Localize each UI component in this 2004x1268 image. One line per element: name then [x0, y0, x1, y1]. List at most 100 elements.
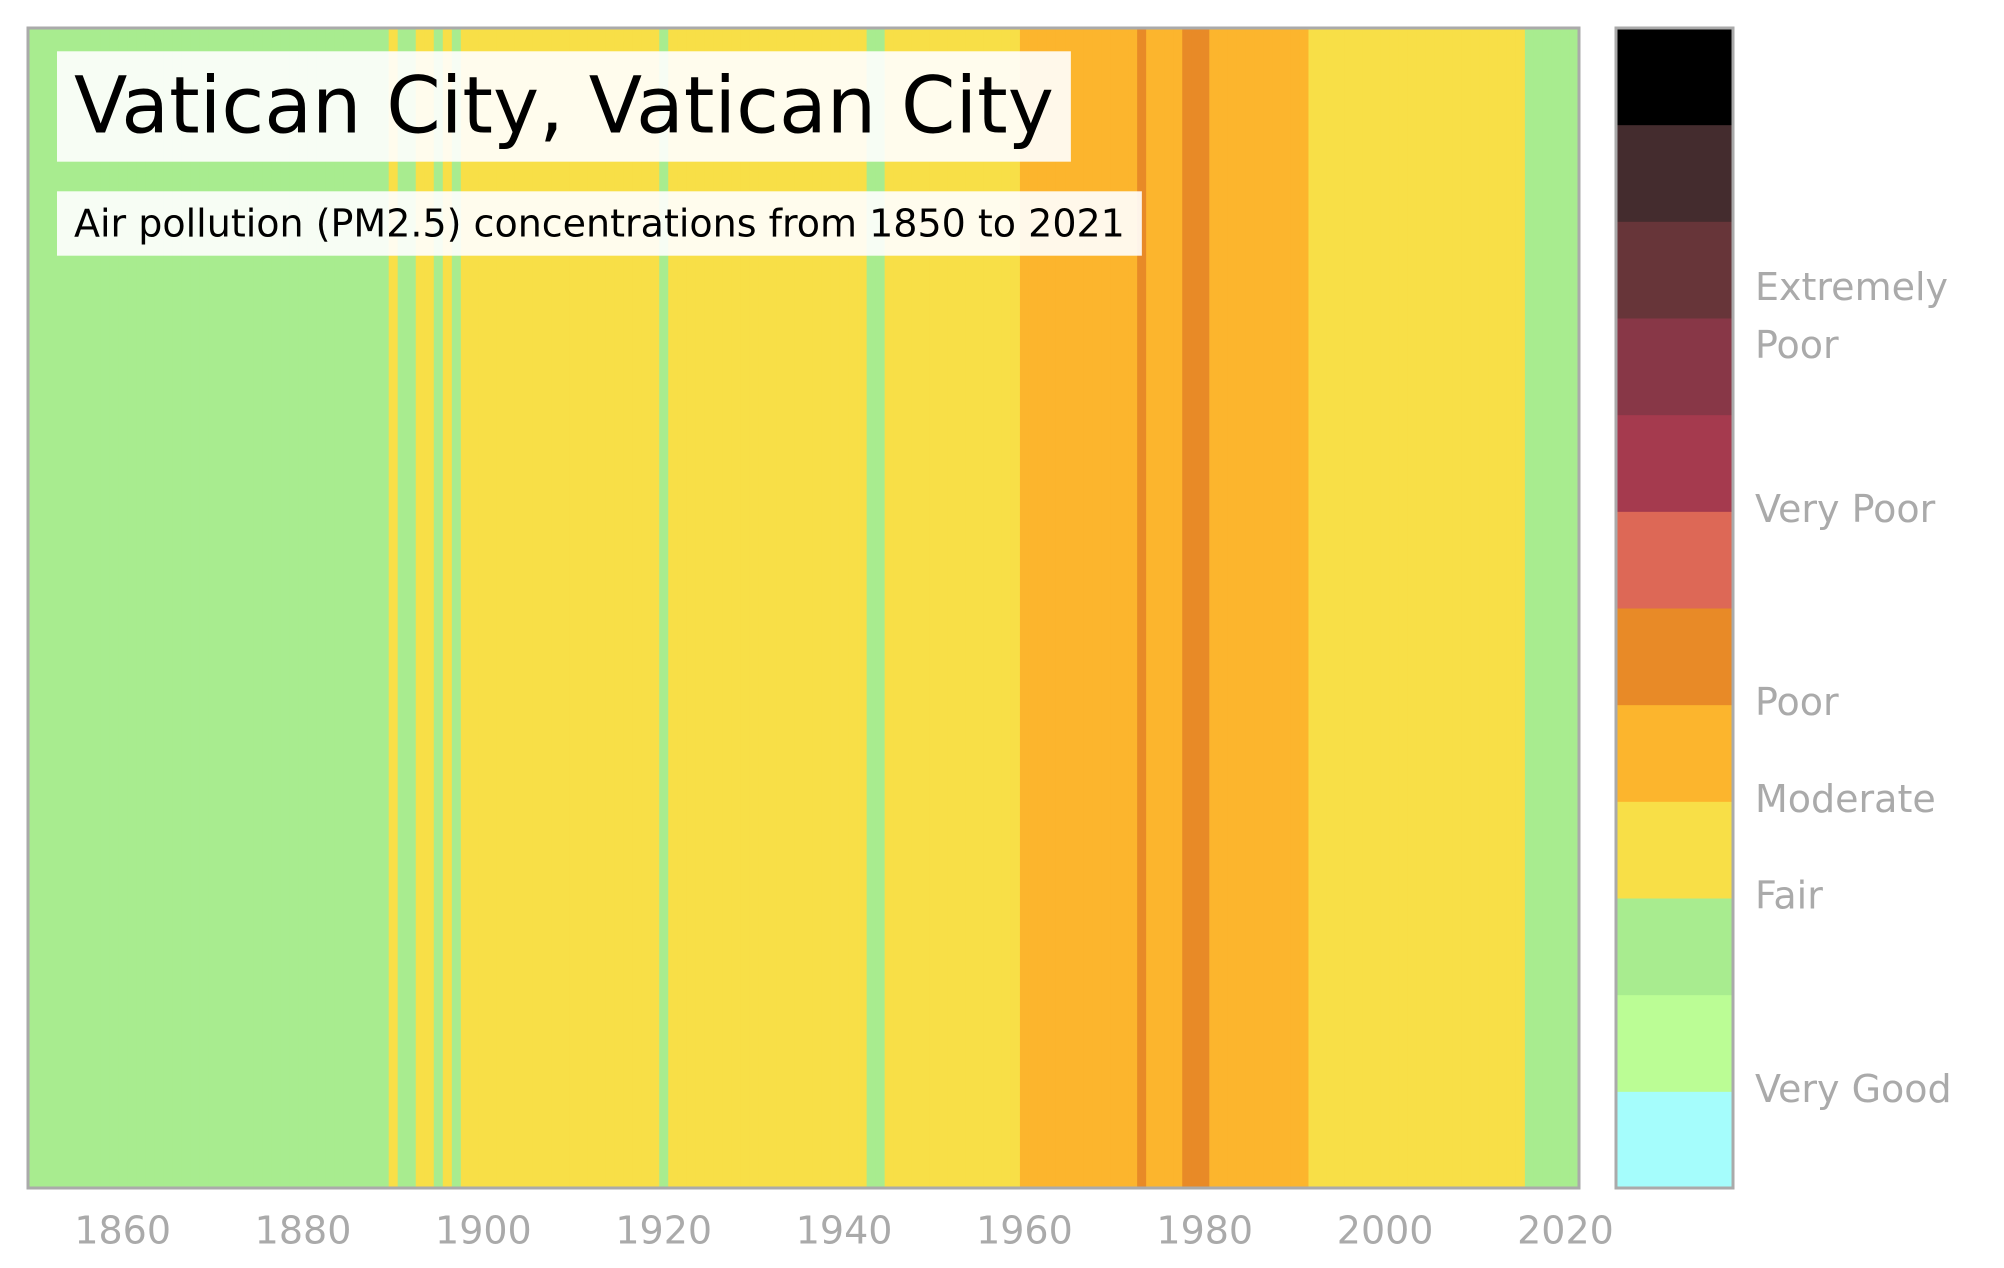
stripe [848, 28, 859, 1188]
stripe [920, 28, 931, 1188]
stripe [1560, 28, 1571, 1188]
stripe [496, 28, 507, 1188]
stripe [1209, 28, 1219, 1188]
stripe [379, 28, 390, 1188]
stripe [1164, 28, 1174, 1188]
stripe [91, 28, 101, 1188]
x-tick-label: 1860 [74, 1209, 171, 1253]
colorbar-segment [1616, 28, 1733, 126]
stripe [1074, 28, 1084, 1188]
stripe [794, 28, 805, 1188]
stripe [1010, 28, 1021, 1188]
stripe [1434, 28, 1445, 1188]
stripe [1200, 28, 1210, 1188]
stripe [208, 28, 218, 1188]
stripe [1344, 28, 1355, 1188]
chart-subtitle: Air pollution (PM2.5) concentrations fro… [74, 202, 1125, 246]
stripe [226, 28, 237, 1188]
stripe [623, 28, 633, 1188]
x-tick-label: 2000 [1337, 1209, 1434, 1253]
colorbar-segment [1616, 801, 1733, 899]
stripe [1146, 28, 1156, 1188]
stripe [1191, 28, 1201, 1188]
stripe [1506, 28, 1517, 1188]
stripe [406, 28, 417, 1188]
stripe [307, 28, 318, 1188]
stripe [271, 28, 282, 1188]
stripe [1407, 28, 1418, 1188]
stripe [514, 28, 525, 1188]
stripe [1353, 28, 1364, 1188]
stripe [1263, 28, 1274, 1188]
stripe [1019, 28, 1030, 1188]
stripe [1425, 28, 1436, 1188]
stripe [280, 28, 291, 1188]
stripe [1281, 28, 1292, 1188]
stripe [343, 28, 354, 1188]
stripe [433, 28, 444, 1188]
stripe [361, 28, 372, 1188]
stripe [505, 28, 516, 1188]
stripe [469, 28, 480, 1188]
stripe [1488, 28, 1499, 1188]
stripe [695, 28, 705, 1188]
colorbar-tick-label: Very Poor [1755, 487, 1936, 531]
stripe [442, 28, 453, 1188]
stripe [1083, 28, 1093, 1188]
stripe [1299, 28, 1310, 1188]
stripe [1173, 28, 1183, 1188]
stripe [614, 28, 624, 1188]
stripe [478, 28, 489, 1188]
stripe [388, 28, 399, 1188]
stripe [181, 28, 191, 1188]
stripe [1443, 28, 1454, 1188]
stripe [1055, 28, 1066, 1188]
stripe [217, 28, 227, 1188]
stripe [812, 28, 823, 1188]
stripe [262, 28, 273, 1188]
stripe [1155, 28, 1165, 1188]
stripe [965, 28, 976, 1188]
x-tick-label: 1900 [435, 1209, 532, 1253]
stripe [172, 28, 182, 1188]
stripe [704, 28, 714, 1188]
stripe [55, 28, 65, 1188]
stripe [397, 28, 408, 1188]
stripe [668, 28, 678, 1188]
stripe [1227, 28, 1237, 1188]
stripe [1290, 28, 1301, 1188]
stripe [1416, 28, 1427, 1188]
stripe [1028, 28, 1039, 1188]
stripe [677, 28, 687, 1188]
stripe [713, 28, 723, 1188]
stripe [37, 28, 47, 1188]
stripe [1137, 28, 1147, 1188]
stripe [289, 28, 300, 1188]
stripe [1533, 28, 1544, 1188]
stripe [64, 28, 74, 1188]
x-tick-label: 1880 [255, 1209, 352, 1253]
stripe [334, 28, 345, 1188]
stripe [1308, 28, 1319, 1188]
stripe [1128, 28, 1138, 1188]
colorbar-segment [1616, 608, 1733, 706]
stripe [415, 28, 426, 1188]
colorbar-segment [1616, 221, 1733, 319]
plot-area [28, 28, 1580, 1188]
stripe [199, 28, 209, 1188]
stripe [352, 28, 363, 1188]
stripe [929, 28, 940, 1188]
stripe [1452, 28, 1463, 1188]
stripe [1389, 28, 1400, 1188]
x-tick-label: 1940 [796, 1209, 893, 1253]
stripe [46, 28, 56, 1188]
colorbar-tick-label: Fair [1755, 874, 1823, 918]
stripe [659, 28, 669, 1188]
colorbar-segment [1616, 511, 1733, 609]
stripe [722, 28, 732, 1188]
stripe [785, 28, 796, 1188]
x-tick-label: 1960 [976, 1209, 1073, 1253]
stripe [1569, 28, 1580, 1188]
stripe [424, 28, 435, 1188]
